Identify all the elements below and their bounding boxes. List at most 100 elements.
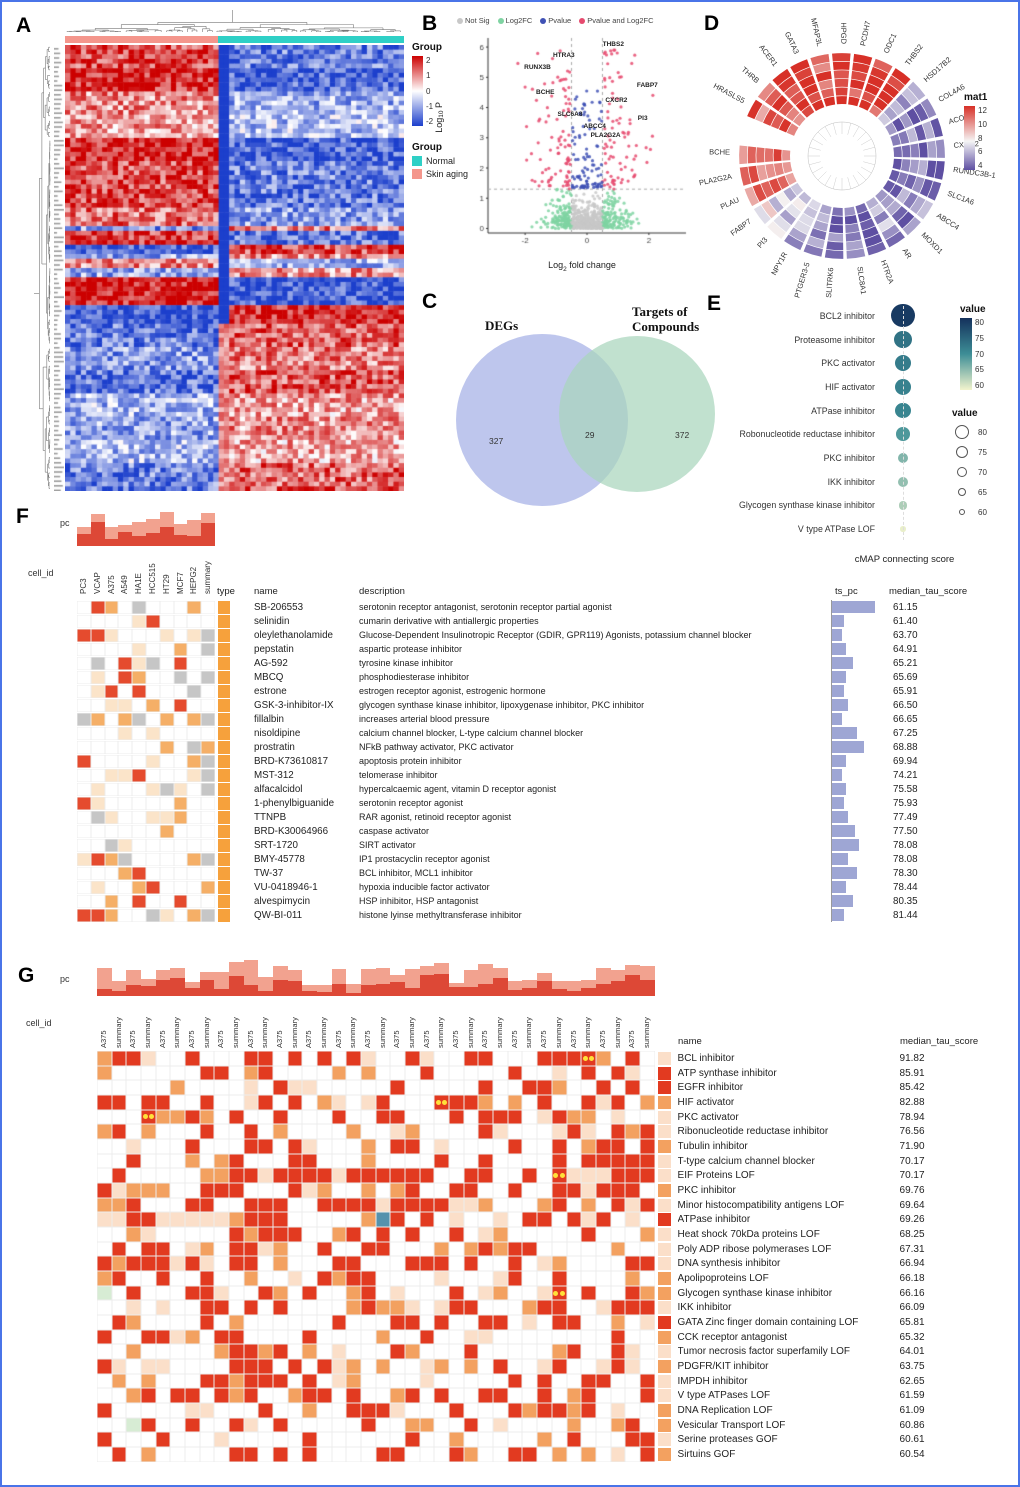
heat-cell (273, 1432, 288, 1448)
circos-cell (779, 209, 797, 226)
heat-cell (145, 712, 160, 726)
heat-cell (551, 1271, 567, 1286)
g-name: Poly ADP ribose polymerases LOF (677, 1243, 832, 1255)
heat-cell (361, 1183, 376, 1198)
heat-cell (493, 1065, 508, 1081)
heat-cell (141, 1227, 156, 1242)
heat-cell (145, 810, 160, 824)
ts-pc-bar (832, 811, 849, 823)
value-size-items: 80 75 70 65 60 (952, 422, 1012, 522)
legend-dot (457, 17, 463, 24)
heat-cell (132, 684, 146, 698)
heat-cell (170, 1241, 186, 1257)
heat-cell (610, 1417, 626, 1433)
median-tau-score: 78.08 (893, 853, 918, 865)
circos-cell (790, 182, 804, 196)
heat-cell (493, 1403, 508, 1418)
heat-cell (625, 1227, 640, 1242)
heat-cell (493, 1315, 508, 1330)
compound-row: 1-phenylbiguanide serotonin receptor agon… (77, 796, 945, 810)
g-row: PKC inhibitor 69.76 (97, 1183, 960, 1198)
heat-cell (493, 1241, 508, 1257)
heat-cell (551, 1139, 567, 1154)
heat-cell (449, 1227, 464, 1242)
heat-cell (118, 866, 133, 880)
ts-pc-bar-track (831, 796, 883, 810)
heat-cell (243, 1329, 259, 1345)
g-type-cell (657, 1315, 671, 1329)
heat-cell (566, 1329, 582, 1345)
heat-cell (551, 1124, 567, 1140)
heat-cell (132, 880, 146, 894)
heat-cell (625, 1241, 640, 1257)
g-name: Sirtuins GOF (677, 1448, 736, 1460)
circos-cell (881, 224, 900, 240)
heat-cell (610, 1300, 626, 1316)
circos-cell (811, 99, 825, 112)
mat1-ticks: 12 10 8 6 4 (978, 106, 987, 170)
heat-cell (201, 824, 215, 838)
g-name: HIF activator (677, 1096, 735, 1108)
heat-cell (375, 1388, 391, 1404)
heat-cell (551, 1432, 567, 1448)
compound-row: QW-BI-011 histone lyinse methyltransferas… (77, 908, 945, 922)
heat-cell (229, 1417, 244, 1433)
f-cell-line-labels: PC3 VCAP A375 A549 HA1E HCC515 HT29 MCF7 HEPG2 su… (77, 548, 215, 594)
heat-cell (419, 1183, 435, 1198)
circos-cell (768, 196, 784, 213)
pc-bar-light (581, 980, 596, 988)
heat-cell (463, 1051, 479, 1066)
heat-cell (201, 754, 215, 768)
heat-cell (173, 880, 188, 894)
heat-cell (390, 1183, 406, 1198)
size-legend-circle-box (952, 424, 972, 440)
heat-cell (126, 1197, 142, 1213)
dotplot-row: Robonucleotide reductase inhibitor (717, 422, 957, 446)
circos-cell (756, 164, 768, 181)
g-pc-label: pc (60, 974, 70, 984)
pc-bar-dark (507, 990, 523, 996)
dotplot-dot-wrap (883, 330, 923, 349)
heat-cell (97, 1065, 112, 1081)
circos-cell (873, 58, 893, 74)
circos-cell (757, 82, 776, 102)
heat-cell (243, 1168, 259, 1184)
heat-cell (390, 1373, 406, 1389)
g-row: Heat shock 70kDa proteins LOF 68.25 (97, 1227, 960, 1242)
compound-description: IP1 prostacyclin receptor agonist (359, 854, 490, 864)
circos-cell (901, 87, 919, 106)
heat-cell (187, 684, 202, 698)
heat-cell (361, 1197, 376, 1213)
circos-cell (813, 220, 829, 232)
circos-cell (770, 113, 785, 130)
heat-cell (625, 1065, 640, 1081)
heat-cell (449, 1432, 464, 1448)
pc-bar-dark (331, 983, 347, 996)
heat-cell (463, 1285, 479, 1301)
pc-bar-light (610, 969, 626, 981)
heat-cell (390, 1227, 406, 1242)
g-row: V type ATPases LOF 61.59 (97, 1388, 960, 1404)
pc-bar-dark (229, 976, 244, 996)
heat-cell (97, 1271, 112, 1286)
heat-cell (77, 796, 91, 810)
circos-cell (747, 99, 763, 120)
heat-cell (141, 1183, 156, 1198)
heat-cell (463, 1300, 479, 1316)
pc-bar-dark (625, 975, 640, 996)
colorbar-title: Group (412, 42, 442, 53)
heat-cell (111, 1109, 127, 1125)
ts-pc-bar-track (831, 642, 883, 656)
heat-cell (185, 1271, 200, 1286)
heat-cell (434, 1241, 450, 1257)
heat-cell (390, 1432, 406, 1448)
heat-cell (118, 642, 133, 656)
heat-cell (287, 1329, 303, 1345)
heat-cell (566, 1168, 582, 1184)
heat-cell (145, 782, 160, 796)
heat-cell (625, 1197, 640, 1213)
heat-cell (639, 1271, 655, 1286)
heat-cell (625, 1285, 640, 1301)
heat-cell (187, 908, 202, 922)
heat-cell (581, 1051, 596, 1066)
